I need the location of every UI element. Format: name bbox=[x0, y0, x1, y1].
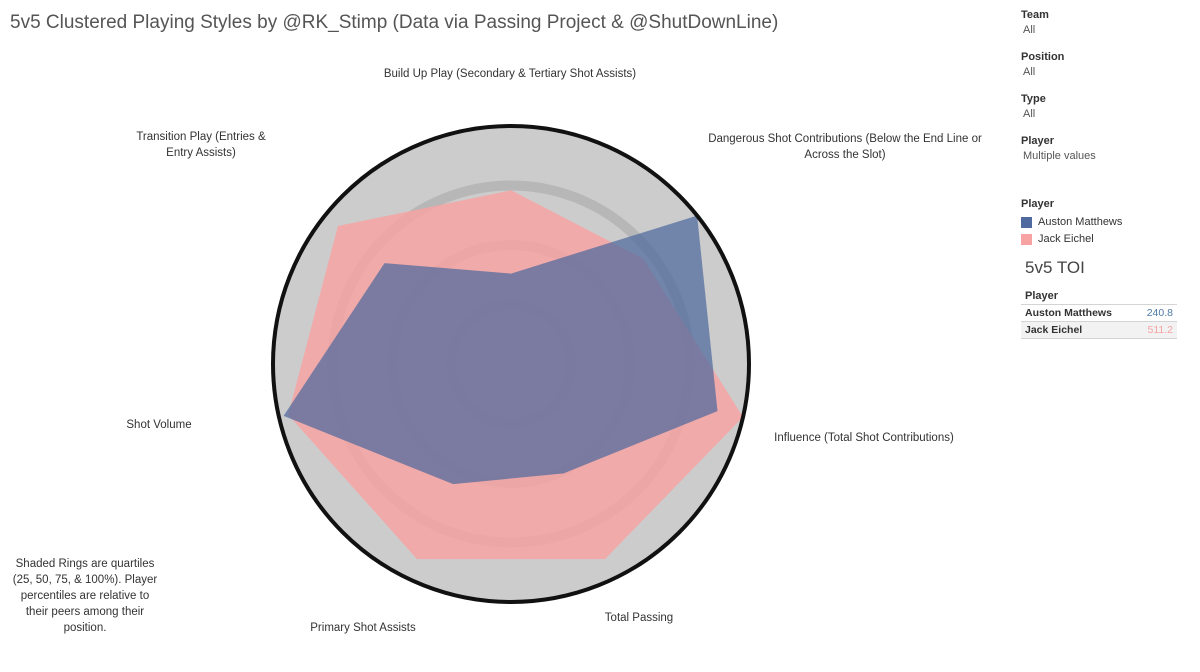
radar-outer-ring bbox=[271, 124, 751, 604]
filter-team[interactable]: Team All bbox=[1021, 8, 1181, 38]
toi-row[interactable]: Auston Matthews 240.8 bbox=[1021, 305, 1177, 322]
quartile-note: Shaded Rings are quartiles (25, 50, 75, … bbox=[12, 558, 158, 634]
filter-type-value[interactable]: All bbox=[1023, 108, 1036, 120]
toi-row[interactable]: Jack Eichel 511.2 bbox=[1021, 322, 1177, 339]
chart-title: 5v5 Clustered Playing Styles by @RK_Stim… bbox=[10, 12, 779, 33]
axis-label-total-passing: Total Passing bbox=[604, 612, 674, 624]
legend-swatch-auston-matthews bbox=[1021, 217, 1032, 228]
filter-position[interactable]: Position All bbox=[1021, 50, 1181, 80]
filter-position-label: Position bbox=[1021, 51, 1065, 63]
filter-team-label: Team bbox=[1021, 9, 1049, 21]
filter-team-value[interactable]: All bbox=[1023, 24, 1036, 36]
toi-title: 5v5 TOI bbox=[1025, 258, 1085, 277]
filter-panel: Team All Position All Type All Player Mu… bbox=[1021, 8, 1181, 176]
legend-item-auston-matthews[interactable]: Auston Matthews bbox=[1021, 214, 1181, 231]
toi-player-name: Auston Matthews bbox=[1025, 307, 1112, 319]
axis-label-influence: Influence (Total Shot Contributions) bbox=[774, 432, 954, 444]
radar-series[interactable] bbox=[271, 124, 751, 604]
filter-type[interactable]: Type All bbox=[1021, 92, 1181, 122]
legend-label-jack-eichel: Jack Eichel bbox=[1038, 233, 1094, 245]
filter-player-value[interactable]: Multiple values bbox=[1023, 150, 1096, 162]
toi-value: 511.2 bbox=[1147, 324, 1174, 336]
toi-table: 5v5 TOI Player Auston Matthews 240.8 Jac… bbox=[1021, 258, 1177, 339]
axis-label-primary-shot-assists: Primary Shot Assists bbox=[310, 622, 416, 634]
toi-value: 240.8 bbox=[1146, 307, 1173, 319]
filter-player-label: Player bbox=[1021, 135, 1055, 147]
filter-position-value[interactable]: All bbox=[1023, 66, 1036, 78]
legend-item-jack-eichel[interactable]: Jack Eichel bbox=[1021, 231, 1181, 248]
legend-title: Player bbox=[1021, 198, 1055, 210]
toi-player-name: Jack Eichel bbox=[1025, 324, 1083, 336]
player-legend: Player Auston Matthews Jack Eichel bbox=[1021, 197, 1181, 248]
axis-label-shot-volume: Shot Volume bbox=[126, 419, 192, 431]
radar-chart bbox=[271, 124, 751, 604]
filter-type-label: Type bbox=[1021, 93, 1046, 105]
legend-swatch-jack-eichel bbox=[1021, 234, 1032, 245]
legend-label-auston-matthews: Auston Matthews bbox=[1038, 216, 1123, 228]
axis-label-build-up-play: Build Up Play (Secondary & Tertiary Shot… bbox=[383, 68, 637, 80]
toi-header-player: Player bbox=[1021, 288, 1177, 305]
axis-label-transition-play: Transition Play (Entries & Entry Assists… bbox=[136, 131, 266, 159]
axis-label-dangerous-shot-contributions: Dangerous Shot Contributions (Below the … bbox=[708, 133, 982, 161]
filter-player[interactable]: Player Multiple values bbox=[1021, 134, 1181, 164]
series-polygon-auston-matthews[interactable] bbox=[283, 215, 718, 485]
